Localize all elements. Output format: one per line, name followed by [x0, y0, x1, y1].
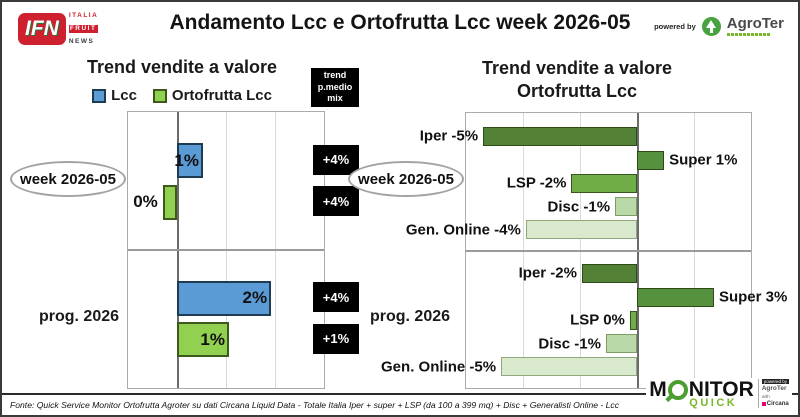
bar-value-label: LSP 0%: [570, 311, 625, 329]
ifn-news-label: NEWS: [68, 37, 95, 45]
ifn-fruit-label: FRUIT: [68, 24, 99, 34]
left-chart-title: Trend vendite a valore: [86, 57, 278, 77]
bar-lsp-week: [571, 173, 637, 193]
circana-icon: [761, 402, 766, 407]
monitor-credits: powered by AgroTer with Circana: [757, 379, 789, 408]
bar-value-label: Super 1%: [669, 151, 738, 169]
bar-ortofrutta-lcc-prog: [177, 322, 229, 357]
bar-value-label: 2%: [242, 288, 268, 307]
agroter-logo-text: AgroTer: [726, 15, 784, 32]
left-chart-plot: 1% 0% 2% 1%: [127, 111, 325, 389]
legend-label-ortofrutta: Ortofrutta Lcc: [171, 87, 272, 104]
powered-by-label: powered by: [654, 21, 696, 31]
left-chart-legend: Lcc Ortofrutta Lcc: [57, 87, 307, 104]
bar-value-label: Gen. Online -4%: [405, 221, 521, 238]
bar-disc-week: [615, 197, 637, 216]
legend-item-lcc: Lcc: [92, 87, 137, 104]
bar-lcc-prog: [177, 280, 272, 316]
trend-pmedio-box: +4%: [313, 144, 359, 175]
monitor-with-label: with: [761, 394, 770, 400]
right-chart-title: Trend vendite a valore Ortofrutta Lcc: [437, 57, 717, 104]
page-title: Andamento Lcc e Ortofrutta Lcc week 2026…: [169, 11, 631, 34]
bar-iper-prog: [581, 263, 637, 283]
magnifier-icon: [667, 379, 688, 400]
row-divider: [128, 249, 324, 251]
bar-lsp-prog: [629, 310, 637, 330]
ifn-logo-mark: IFN: [18, 13, 66, 45]
monitor-powered-by-label: powered by: [761, 379, 789, 385]
powered-by-agroter: powered by AgroTer: [654, 16, 784, 36]
trend-pmedio-mix-header: trend p.medio mix: [311, 68, 359, 107]
agroter-tree-icon: [701, 16, 721, 36]
monitor-circana-label: Circana: [761, 401, 789, 408]
footer-divider: [2, 393, 798, 395]
bar-super-prog: [637, 287, 714, 307]
bar-value-label: Disc -1%: [547, 198, 611, 215]
trend-pmedio-box: +4%: [313, 282, 359, 312]
bar-lcc-week: [177, 143, 203, 178]
source-note: Fonte: Quick Service Monitor Ortofrutta …: [10, 400, 620, 410]
trend-pmedio-box: +1%: [313, 323, 359, 354]
monitor-agroter-label: AgroTer: [761, 385, 787, 393]
right-week-row-label: week 2026-05: [348, 161, 464, 197]
ifn-logo: IFN ITALIA FRUIT NEWS: [18, 12, 99, 45]
bar-super-week: [637, 150, 665, 170]
ifn-logo-text: ITALIA FRUIT NEWS: [68, 12, 99, 45]
row-divider: [466, 250, 751, 252]
lcc-swatch-icon: [92, 88, 107, 103]
bar-value-label: 1%: [174, 150, 199, 170]
left-week-row-label: week 2026-05: [10, 161, 126, 197]
quick-wordmark: QUICK: [689, 397, 738, 409]
bar-gen-online-week: [525, 220, 637, 239]
monitor-wordmark: M NITOR: [649, 378, 754, 401]
legend-label-lcc: Lcc: [111, 87, 137, 104]
monitor-quick-logo: M NITOR QUICK powered by AgroTer with Cir…: [646, 378, 792, 410]
bar-value-label: Iper -5%: [419, 127, 479, 145]
bar-value-label: 0%: [133, 192, 158, 211]
bar-value-label: Gen. Online -5%: [381, 358, 497, 375]
right-prog-row-label: prog. 2026: [369, 308, 451, 325]
bar-gen-online-prog: [501, 357, 637, 376]
bar-value-label: Super 3%: [718, 288, 788, 306]
right-chart-title-line2: Ortofrutta Lcc: [516, 81, 637, 102]
legend-item-ortofrutta: Ortofrutta Lcc: [152, 87, 272, 104]
right-chart-plot: Iper -5% Super 1% LSP -2% Disc -1% Gen. Onli…: [381, 112, 787, 389]
bar-ortofrutta-lcc-week: [162, 184, 177, 220]
bar-iper-week: [483, 126, 637, 146]
ifn-italia-label: ITALIA: [68, 12, 99, 19]
right-chart-title-line1: Trend vendite a valore: [481, 58, 673, 78]
bar-value-label: Iper -2%: [518, 264, 577, 282]
bar-disc-prog: [605, 334, 637, 353]
trend-pmedio-box: +4%: [313, 186, 359, 216]
agroter-tagline-decoration: [726, 33, 771, 36]
bar-value-label: LSP -2%: [506, 174, 567, 192]
bar-value-label: 1%: [200, 329, 225, 349]
ortofrutta-swatch-icon: [152, 88, 167, 103]
bar-value-label: Disc -1%: [538, 335, 601, 352]
left-prog-row-label: prog. 2026: [38, 308, 120, 325]
